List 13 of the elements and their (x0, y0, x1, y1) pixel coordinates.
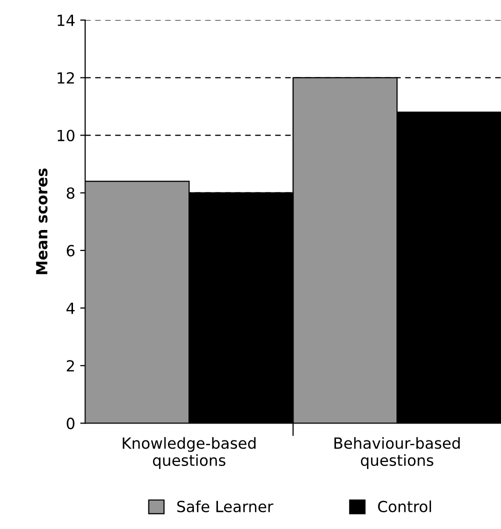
y-tick-label: 6 (66, 244, 74, 256)
x-tick-label: Behaviour-based questions (334, 437, 460, 469)
y-tick-label: 10 (58, 130, 74, 142)
legend-label: Safe Learner (177, 500, 274, 512)
y-tick-label: 8 (66, 187, 74, 199)
y-tick-label: 4 (66, 302, 75, 314)
x-tick-label: Knowledge-based questions (122, 437, 256, 469)
y-tick-label: 12 (58, 72, 74, 84)
y-tick-label: 2 (66, 360, 74, 372)
legend-label: Control (378, 500, 431, 512)
y-tick-label: 14 (58, 14, 75, 26)
y-axis-title: Mean scores (36, 168, 48, 274)
y-tick-label: 0 (66, 418, 74, 430)
